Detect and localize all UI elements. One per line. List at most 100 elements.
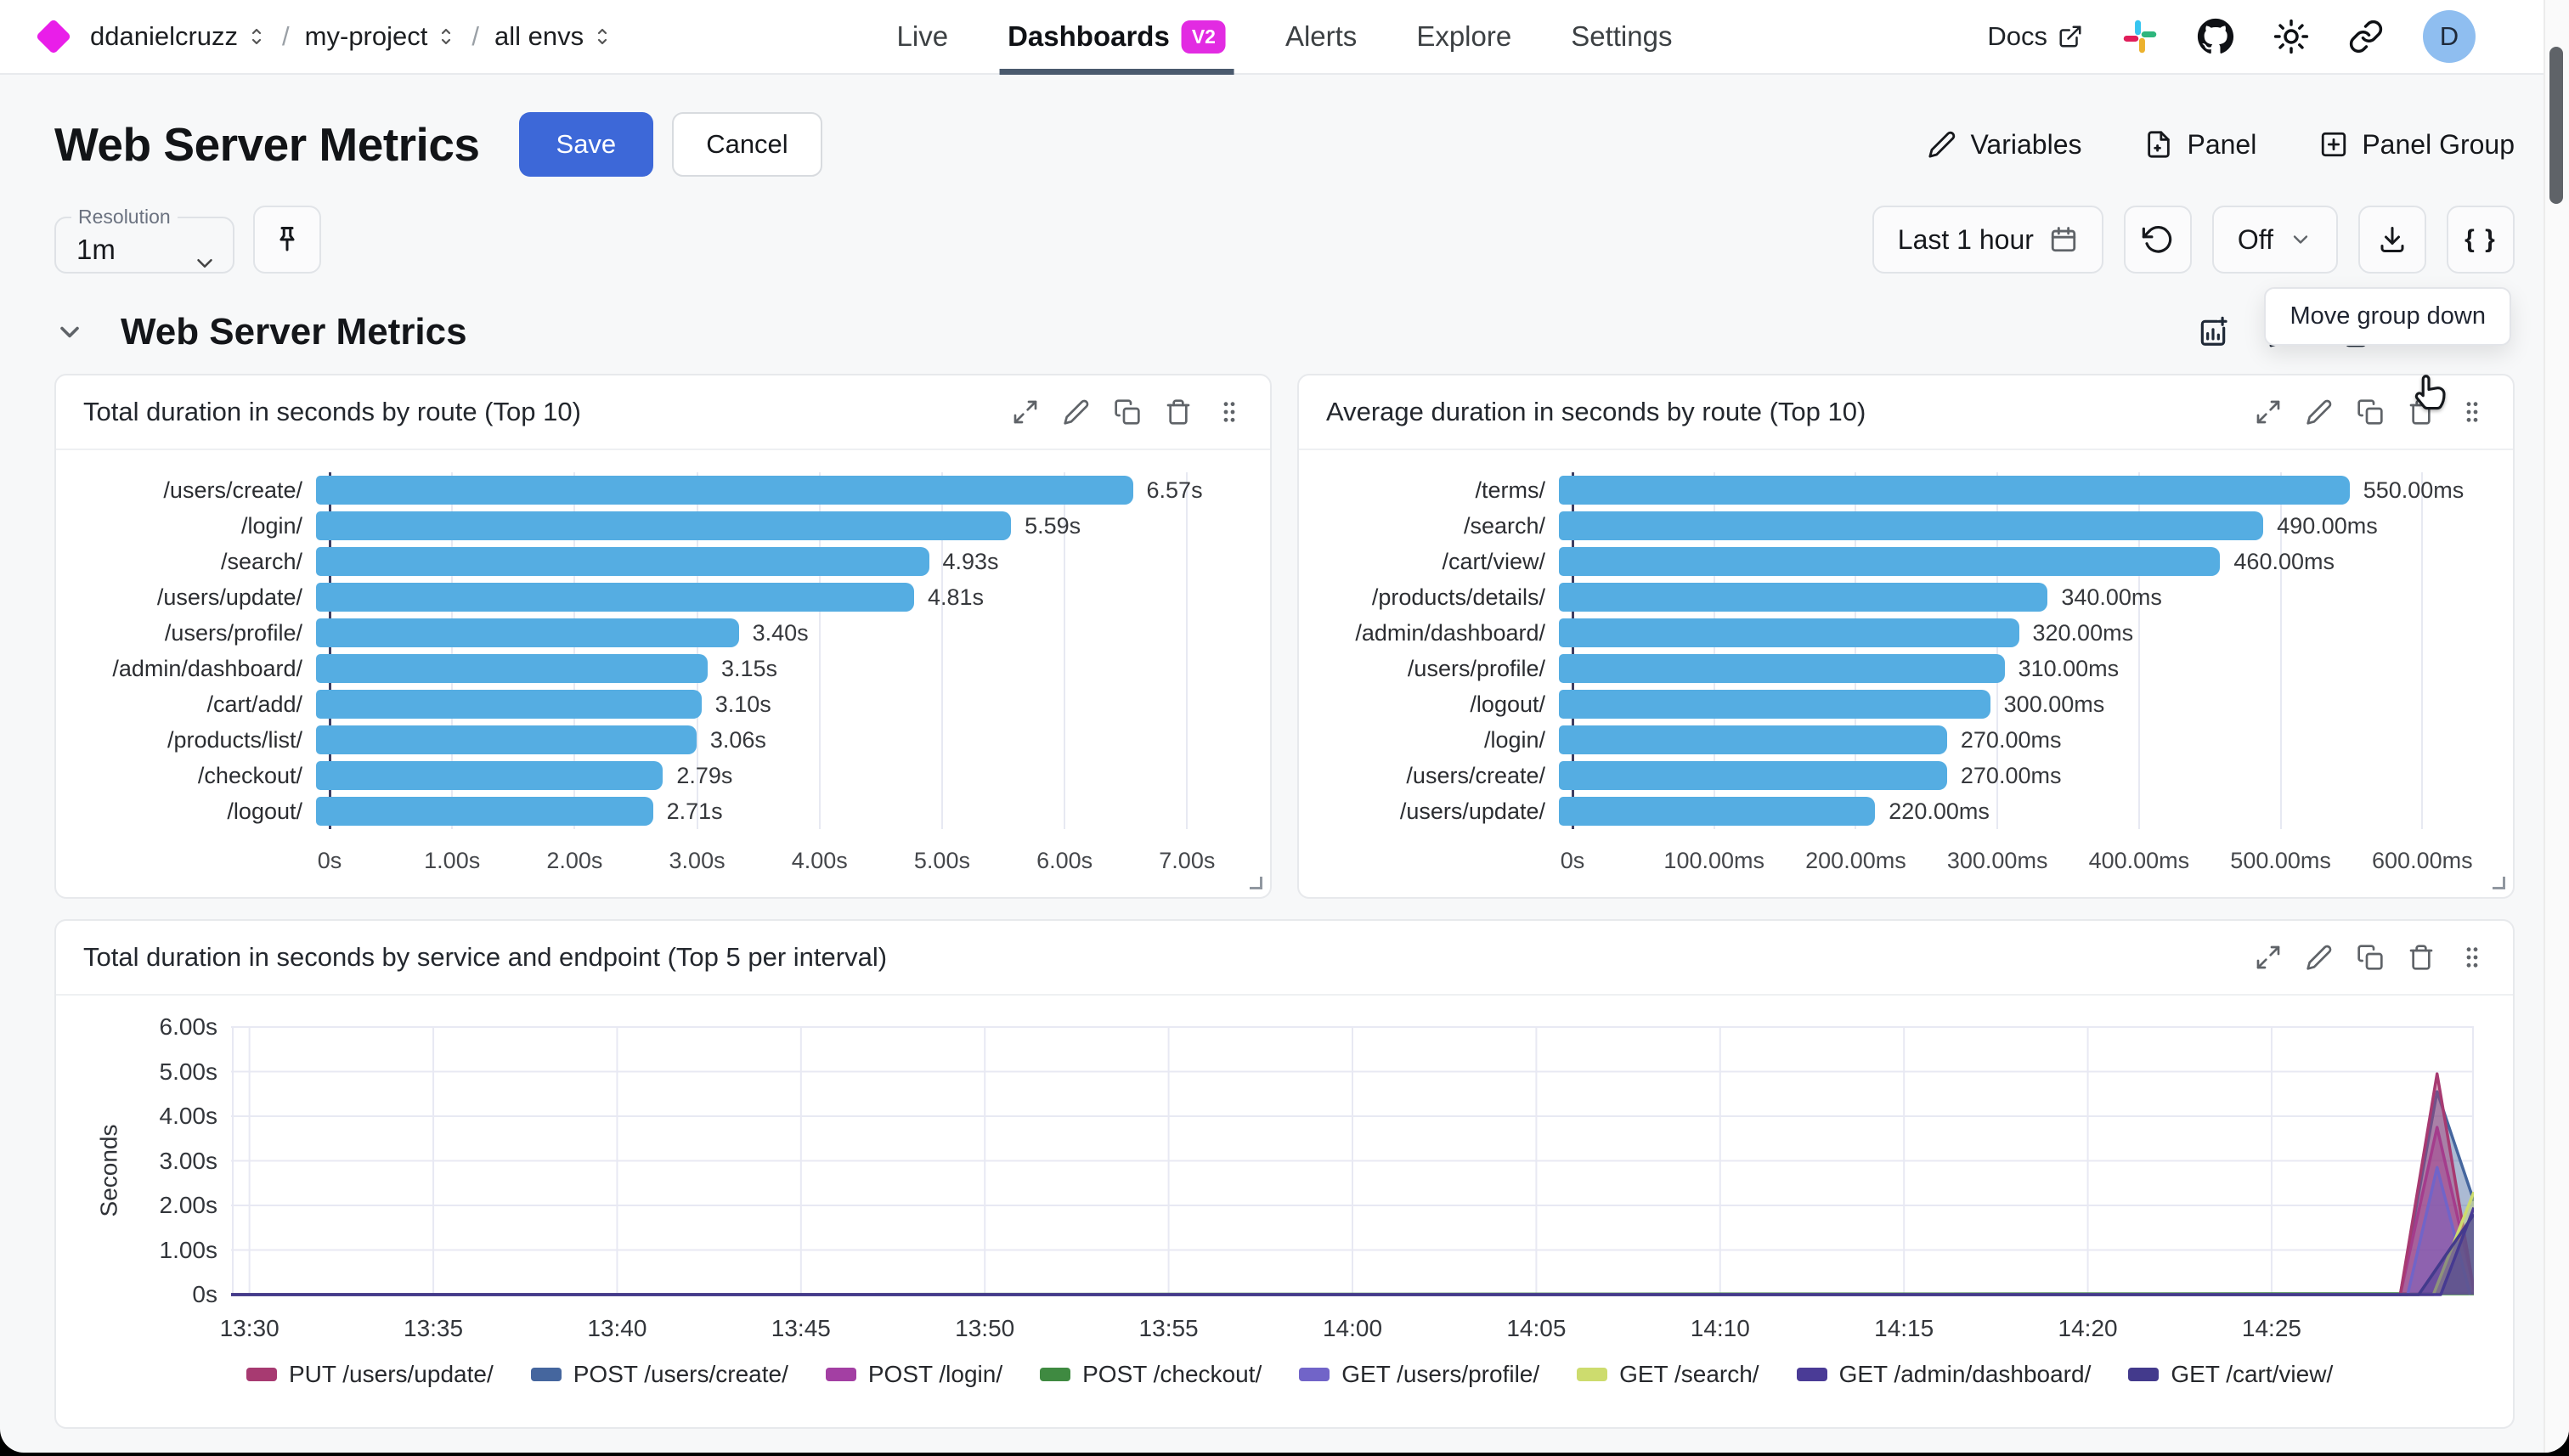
bar[interactable] bbox=[1559, 797, 1876, 826]
delete-panel-icon[interactable] bbox=[1165, 398, 1192, 426]
bar[interactable] bbox=[316, 476, 1133, 505]
theme-sun-icon[interactable] bbox=[2273, 19, 2309, 54]
cancel-button[interactable]: Cancel bbox=[672, 112, 822, 177]
scrollbar-thumb[interactable] bbox=[2549, 47, 2563, 204]
pin-resolution-button[interactable] bbox=[253, 206, 321, 274]
drag-handle-icon[interactable] bbox=[2459, 398, 2486, 426]
edit-panel-icon[interactable] bbox=[1063, 398, 1090, 426]
bar-category-label: /users/profile/ bbox=[1407, 655, 1545, 681]
expand-icon[interactable] bbox=[2255, 398, 2282, 426]
bar[interactable] bbox=[316, 618, 739, 647]
add-chart-icon[interactable] bbox=[2197, 316, 2229, 348]
duplicate-panel-icon[interactable] bbox=[1114, 398, 1141, 426]
brand-logo-diamond-icon[interactable] bbox=[35, 18, 72, 55]
panel-header: Total duration in seconds by route (Top … bbox=[56, 375, 1270, 450]
save-button[interactable]: Save bbox=[518, 112, 654, 177]
bar[interactable] bbox=[316, 725, 697, 754]
add-panel-button[interactable]: Panel bbox=[2144, 129, 2256, 161]
auto-refresh-select[interactable]: Off bbox=[2211, 206, 2338, 274]
x-tick-label: 14:20 bbox=[2058, 1315, 2118, 1341]
breadcrumb-item-all envs[interactable]: all envs bbox=[494, 21, 613, 52]
bar-category-label: /users/create/ bbox=[163, 477, 302, 503]
edit-panel-icon[interactable] bbox=[2306, 944, 2333, 971]
bar[interactable] bbox=[1559, 725, 1947, 754]
json-view-button[interactable]: { } bbox=[2447, 206, 2515, 274]
bar[interactable] bbox=[316, 761, 663, 790]
drag-handle-icon[interactable] bbox=[2459, 944, 2486, 971]
bar[interactable] bbox=[316, 583, 914, 612]
dashboard-controls: Resolution 1m Last 1 hour Off { } bbox=[54, 206, 2515, 274]
tab-alerts[interactable]: Alerts bbox=[1285, 0, 1357, 73]
bar[interactable] bbox=[316, 511, 1012, 540]
legend-label: GET /users/profile/ bbox=[1341, 1361, 1540, 1387]
collapse-chevron-icon[interactable] bbox=[54, 317, 85, 347]
bar[interactable] bbox=[316, 547, 929, 576]
legend-item[interactable]: POST /login/ bbox=[825, 1361, 1002, 1388]
tab-dashboards[interactable]: Dashboards V2 bbox=[999, 0, 1234, 75]
share-link-icon[interactable] bbox=[2348, 19, 2384, 54]
legend-swatch bbox=[530, 1368, 562, 1381]
bar-value-label: 4.93s bbox=[942, 548, 999, 574]
bar[interactable] bbox=[1559, 476, 2350, 505]
tab-label: Settings bbox=[1571, 20, 1673, 52]
panel-resize-handle[interactable] bbox=[1250, 877, 1262, 889]
vertical-scrollbar[interactable] bbox=[2544, 0, 2569, 1453]
user-avatar[interactable]: D bbox=[2423, 10, 2476, 63]
resolution-select[interactable]: Resolution 1m bbox=[54, 206, 234, 274]
bar-row: /products/details/340.00ms bbox=[1323, 579, 2479, 615]
bar-category-label: /logout/ bbox=[227, 798, 302, 824]
duplicate-panel-icon[interactable] bbox=[2357, 944, 2384, 971]
bar[interactable] bbox=[1559, 761, 1947, 790]
bar[interactable] bbox=[316, 654, 708, 683]
expand-icon[interactable] bbox=[1012, 398, 1039, 426]
bar[interactable] bbox=[1559, 511, 2264, 540]
legend-item[interactable]: POST /users/create/ bbox=[530, 1361, 788, 1388]
panel-group-label: Panel Group bbox=[2362, 128, 2515, 160]
tab-live[interactable]: Live bbox=[897, 0, 949, 73]
docs-link[interactable]: Docs bbox=[1987, 21, 2083, 52]
panel-resize-handle[interactable] bbox=[2493, 877, 2505, 889]
legend-swatch bbox=[2128, 1368, 2160, 1381]
time-range-picker[interactable]: Last 1 hour bbox=[1872, 206, 2103, 274]
bar-value-label: 6.57s bbox=[1146, 477, 1203, 503]
legend-item[interactable]: GET /cart/view/ bbox=[2128, 1361, 2333, 1388]
delete-panel-icon[interactable] bbox=[2408, 944, 2435, 971]
legend-item[interactable]: PUT /users/update/ bbox=[246, 1361, 494, 1388]
breadcrumb-separator: / bbox=[282, 21, 290, 51]
edit-panel-icon[interactable] bbox=[2306, 398, 2333, 426]
bar[interactable] bbox=[1559, 547, 2221, 576]
duplicate-panel-icon[interactable] bbox=[2357, 398, 2384, 426]
expand-icon[interactable] bbox=[2255, 944, 2282, 971]
breadcrumb-item-my-project[interactable]: my-project bbox=[305, 21, 457, 52]
tab-explore[interactable]: Explore bbox=[1416, 0, 1511, 73]
mouse-cursor-hand bbox=[2414, 375, 2446, 410]
bar[interactable] bbox=[1559, 654, 2005, 683]
gridline bbox=[2137, 472, 2140, 829]
bar[interactable] bbox=[316, 690, 702, 719]
bar-track: 3.10s bbox=[316, 690, 1236, 719]
add-panel-group-button[interactable]: Panel Group bbox=[2319, 129, 2515, 161]
legend-item[interactable]: GET /search/ bbox=[1577, 1361, 1759, 1388]
github-icon[interactable] bbox=[2197, 18, 2234, 55]
drag-handle-icon[interactable] bbox=[1216, 398, 1243, 426]
legend-item[interactable]: GET /admin/dashboard/ bbox=[1796, 1361, 2091, 1388]
bar[interactable] bbox=[1559, 690, 1990, 719]
legend-item[interactable]: GET /users/profile/ bbox=[1299, 1361, 1539, 1388]
gridline bbox=[451, 472, 454, 829]
bar[interactable] bbox=[1559, 618, 2019, 647]
bar-value-label: 3.15s bbox=[721, 655, 778, 681]
breadcrumb-item-ddanielcruzz[interactable]: ddanielcruzz bbox=[90, 21, 267, 52]
refresh-button[interactable] bbox=[2123, 206, 2192, 274]
bar[interactable] bbox=[1559, 583, 2048, 612]
x-tick-label: 2.00s bbox=[546, 848, 603, 873]
download-button[interactable] bbox=[2358, 206, 2426, 274]
legend-item[interactable]: POST /checkout/ bbox=[1040, 1361, 1262, 1388]
panel-title: Total duration in seconds by service and… bbox=[83, 942, 888, 972]
variables-button[interactable]: Variables bbox=[1928, 129, 2081, 161]
tab-settings[interactable]: Settings bbox=[1571, 0, 1672, 73]
x-tick-label: 13:50 bbox=[955, 1315, 1015, 1341]
slack-icon[interactable] bbox=[2122, 19, 2158, 54]
bar-category-label: /terms/ bbox=[1475, 477, 1545, 503]
y-tick-label: 5.00s bbox=[159, 1058, 218, 1085]
bar[interactable] bbox=[316, 797, 653, 826]
